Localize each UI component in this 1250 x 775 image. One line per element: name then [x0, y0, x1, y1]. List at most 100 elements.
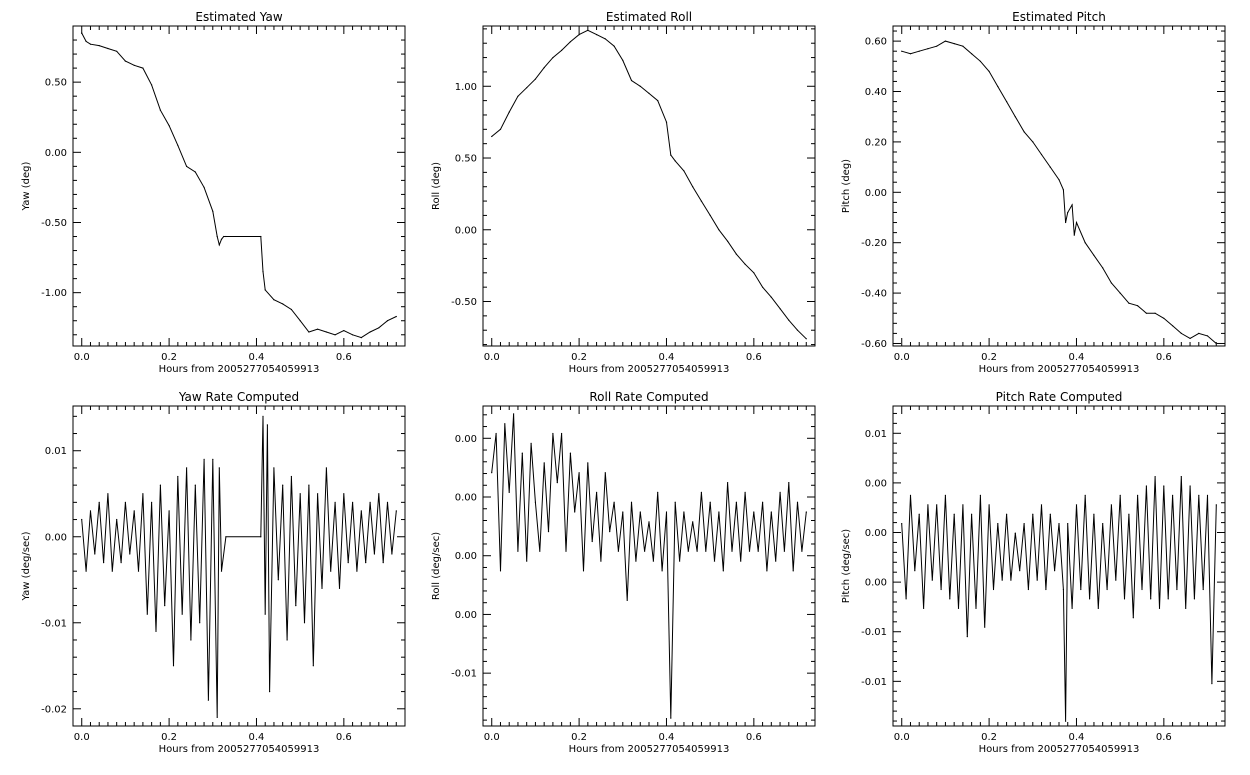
y-tick-label: 0.50: [45, 78, 67, 89]
y-tick-label: 0.50: [455, 154, 477, 165]
data-point: [1215, 504, 1217, 506]
data-point: [779, 308, 781, 310]
data-point: [1032, 141, 1034, 143]
data-point: [587, 29, 589, 31]
data-point: [526, 560, 528, 562]
data-point: [914, 570, 916, 572]
data-point: [1075, 221, 1078, 224]
data-point: [223, 235, 225, 238]
data-point: [1062, 588, 1064, 591]
data-point: [277, 579, 279, 581]
data-point: [137, 570, 140, 572]
data-point: [1036, 579, 1038, 581]
data-point: [168, 510, 170, 512]
data-point: [1110, 504, 1112, 506]
data-point: [1132, 617, 1134, 619]
y-tick-label: 0.00: [865, 188, 887, 199]
data-point: [1071, 204, 1073, 206]
y-tick-label: -0.40: [861, 289, 887, 300]
data-point: [1058, 179, 1060, 181]
data-point: [539, 550, 541, 552]
data-point: [596, 491, 598, 493]
x-tick-label: 0.6: [746, 352, 762, 363]
data-point: [116, 50, 118, 52]
y-tick-label: 0.00: [455, 551, 477, 562]
data-point: [1189, 485, 1191, 487]
data-point: [770, 296, 772, 298]
data-point: [1206, 335, 1209, 337]
x-tick-label: 0.4: [1069, 732, 1085, 743]
data-point: [552, 432, 554, 435]
y-tick-label: -0.50: [41, 218, 67, 229]
y-tick-label: 0.01: [45, 446, 67, 457]
plot-frame: [892, 25, 1226, 347]
series-line: [491, 29, 807, 340]
data-point: [923, 607, 925, 610]
data-point: [1093, 513, 1095, 515]
y-tick-label: -0.01: [451, 669, 477, 680]
data-point: [186, 467, 188, 469]
x-axis-label: Hours from 2005277054059913: [979, 364, 1140, 375]
y-axis-label: Roll (deg): [431, 162, 442, 210]
data-point: [796, 329, 799, 331]
x-tick-label: 0.4: [659, 352, 675, 363]
chart-panel-6: 0.0 0.2 0.4 0.6 0.01 0.00 0.00 0.00 -0.01 -0.01 Pi…: [841, 390, 1226, 755]
data-point: [674, 501, 676, 503]
data-point: [282, 303, 284, 305]
data-point: [661, 570, 663, 572]
data-point: [338, 587, 341, 590]
data-point: [347, 562, 349, 564]
data-point: [657, 100, 659, 102]
data-point: [1027, 588, 1029, 591]
data-point: [735, 501, 738, 503]
data-point: [944, 40, 947, 42]
x-tick-label: 0.0: [484, 732, 500, 743]
data-point: [779, 491, 781, 493]
data-point: [683, 511, 685, 513]
data-point: [1102, 267, 1104, 269]
data-point: [220, 570, 223, 572]
data-point: [622, 511, 624, 513]
data-point: [207, 699, 209, 701]
data-point: [290, 475, 292, 478]
data-point: [700, 491, 703, 493]
y-tick-label: 0.20: [865, 137, 887, 148]
data-point: [561, 49, 563, 52]
data-point: [918, 50, 920, 52]
data-point: [1006, 101, 1008, 103]
data-point: [352, 501, 354, 503]
data-point: [94, 553, 96, 555]
data-point: [1084, 242, 1086, 244]
x-tick-label: 0.0: [74, 732, 90, 743]
data-point: [508, 491, 510, 493]
chart-title: Estimated Roll: [606, 10, 692, 24]
data-point: [574, 511, 576, 513]
data-point: [578, 472, 580, 474]
data-point: [513, 413, 515, 415]
data-point: [670, 154, 672, 156]
data-point: [1176, 588, 1178, 591]
data-point: [1119, 292, 1121, 294]
data-point: [1075, 504, 1078, 506]
y-axis-label: Pitch (deg/sec): [841, 529, 852, 604]
data-point: [395, 315, 397, 318]
y-tick-label: 0.00: [455, 610, 477, 621]
data-point: [1023, 131, 1025, 133]
data-point: [674, 160, 676, 162]
data-point: [142, 67, 144, 69]
data-point: [273, 299, 275, 301]
data-point: [1180, 476, 1182, 478]
data-point: [971, 513, 973, 515]
data-point: [805, 338, 807, 340]
data-point: [378, 493, 380, 495]
data-point: [1040, 504, 1043, 506]
data-point: [953, 43, 955, 45]
y-tick-label: 0.00: [865, 578, 887, 589]
x-tick-label: 0.2: [571, 352, 587, 363]
data-point: [317, 328, 319, 330]
y-axis-label: Roll (deg/sec): [431, 532, 442, 600]
data-point: [116, 518, 118, 521]
data-point: [491, 135, 493, 138]
data-point: [692, 521, 694, 523]
data-point: [957, 607, 960, 610]
